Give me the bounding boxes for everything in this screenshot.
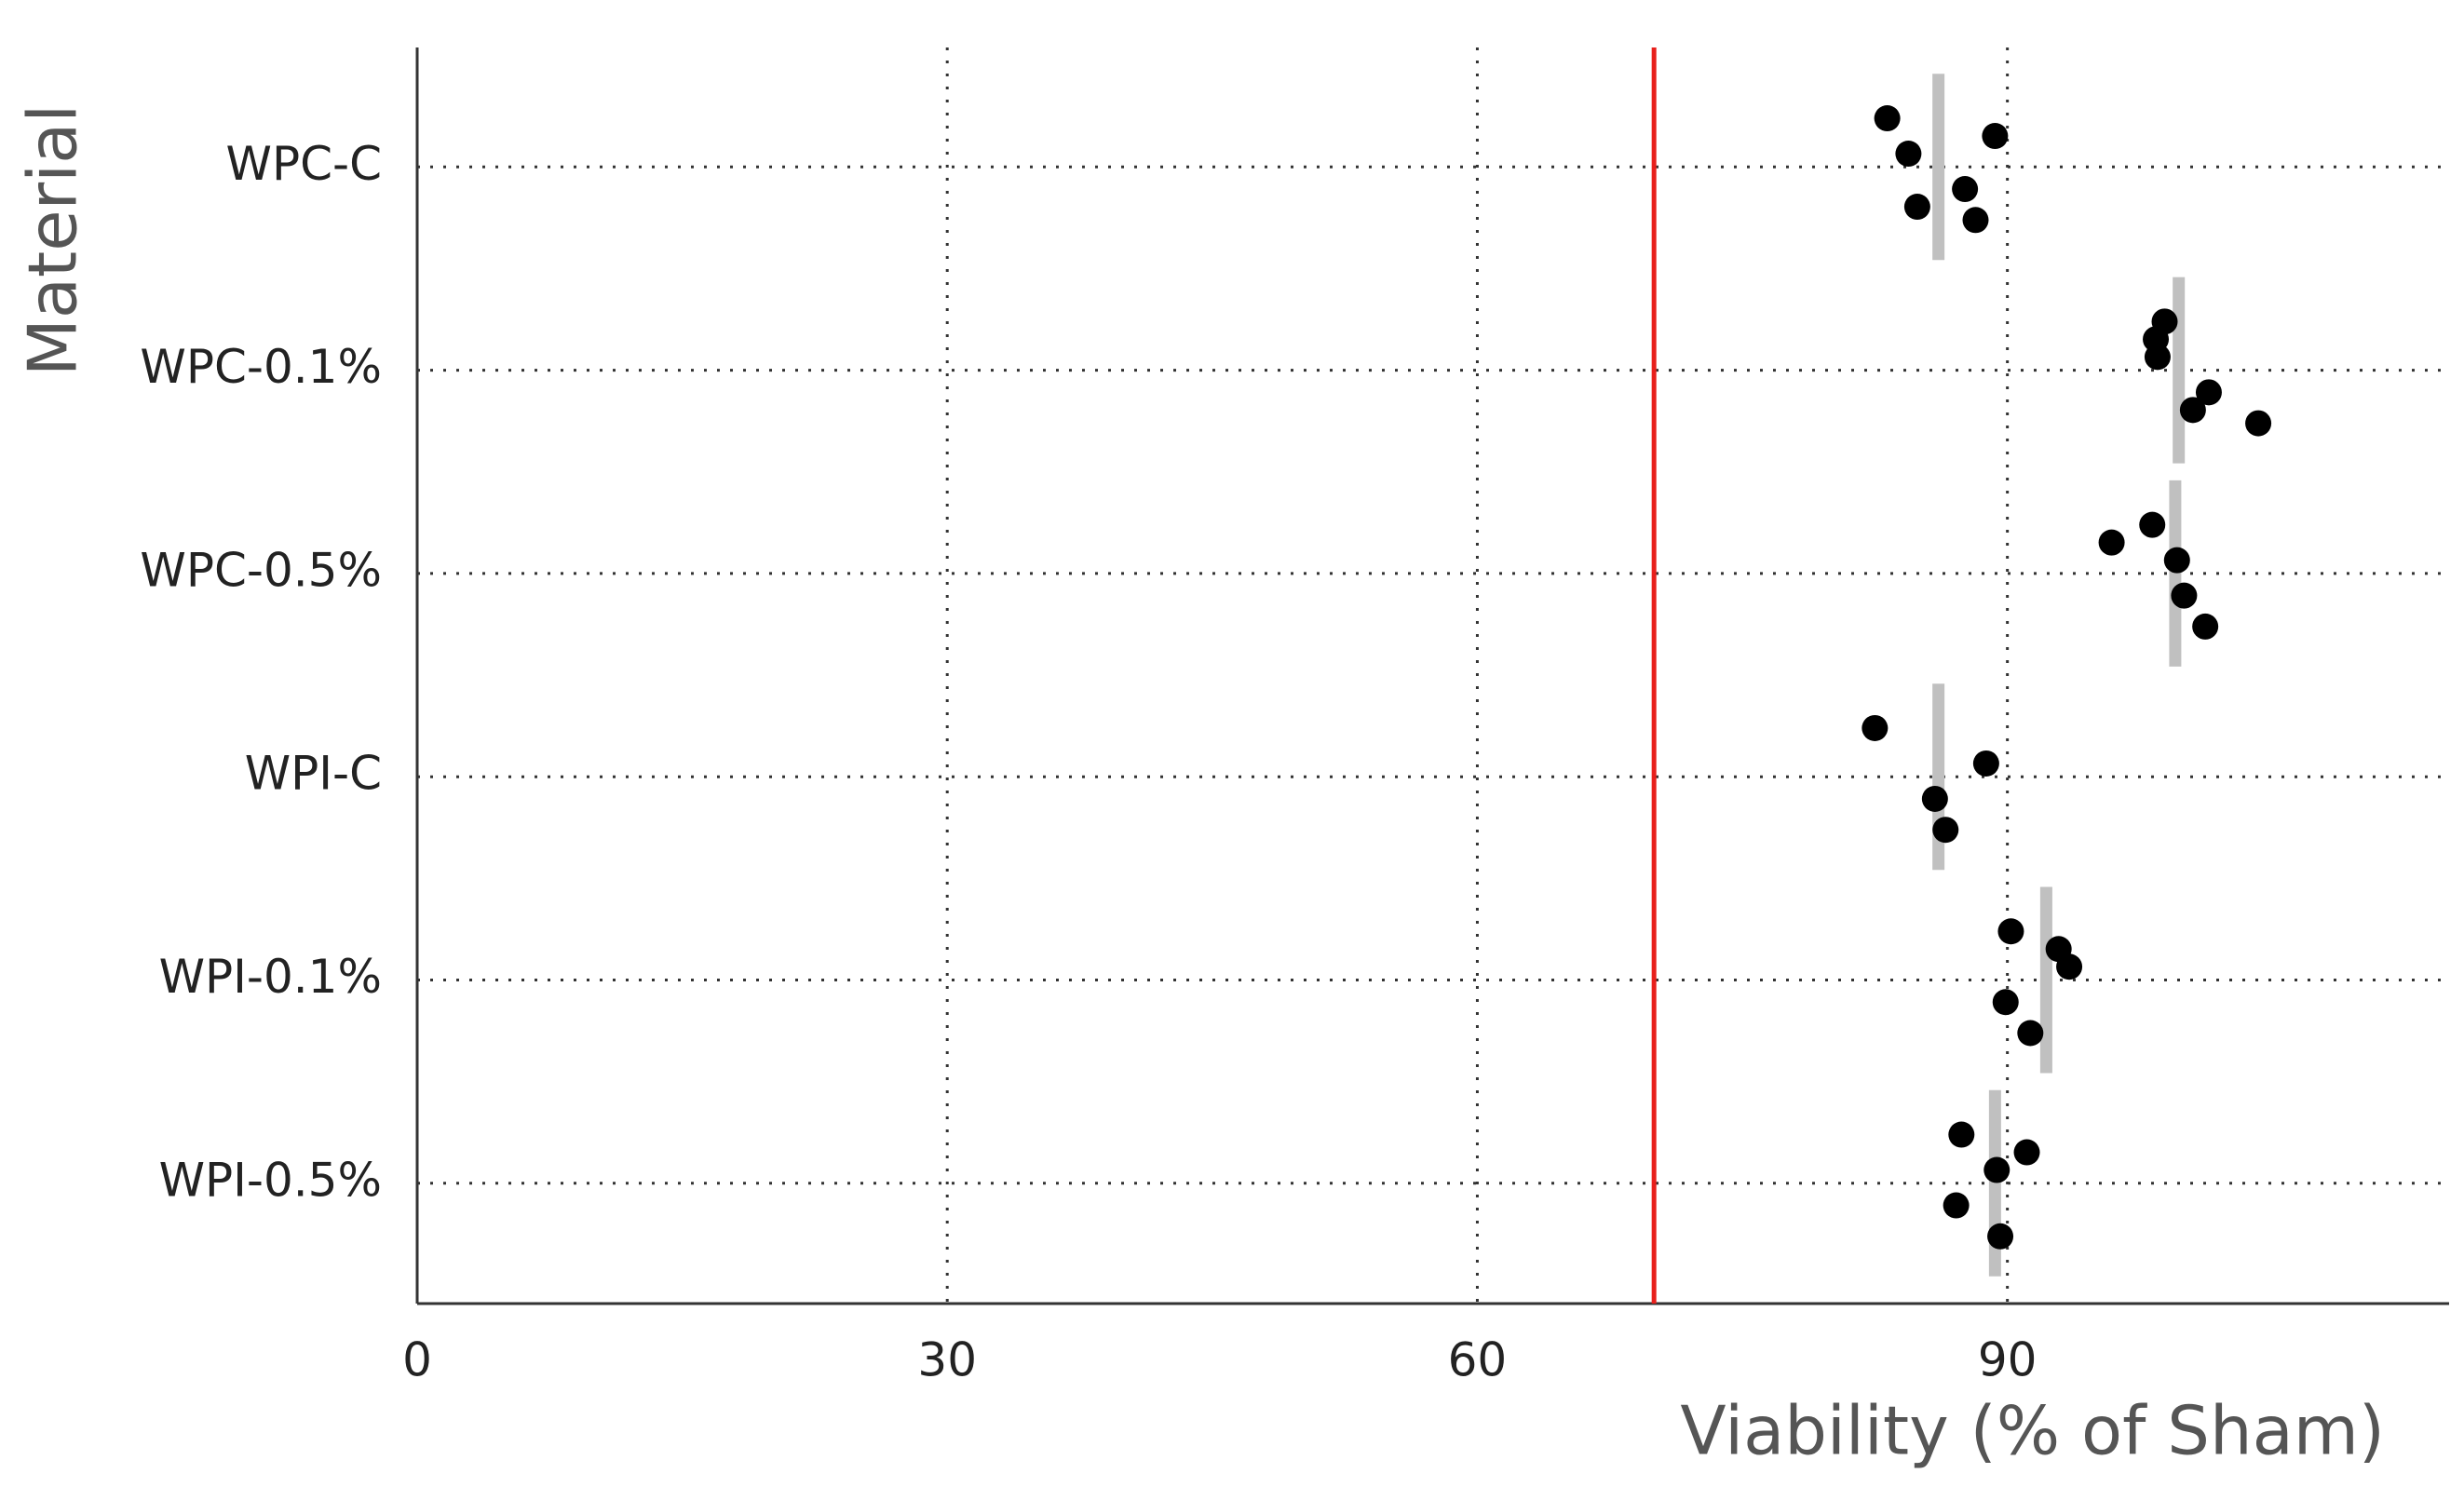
data-point — [1921, 785, 1948, 812]
data-point — [1992, 989, 2019, 1016]
data-point — [2017, 1020, 2044, 1047]
y-tick-label: WPI-C — [245, 747, 382, 801]
data-point — [2098, 529, 2125, 556]
data-point — [1972, 750, 1999, 777]
data-point — [2192, 613, 2219, 640]
data-point — [2045, 936, 2072, 963]
data-point — [1983, 1156, 2010, 1183]
data-point — [2179, 397, 2206, 424]
y-tick-label: WPC-C — [226, 137, 382, 191]
x-tick-label: 0 — [402, 1333, 432, 1387]
data-point — [1997, 918, 2024, 945]
x-axis-title: Viability (% of Sham) — [1680, 1392, 2385, 1470]
y-tick-label: WPI-0.1% — [159, 950, 382, 1004]
x-tick-label: 60 — [1448, 1333, 1508, 1387]
data-point — [1903, 194, 1930, 221]
data-point — [2013, 1139, 2040, 1166]
x-tick-label: 90 — [1978, 1333, 2038, 1387]
data-point — [1862, 714, 1889, 741]
y-tick-label: WPC-0.5% — [140, 543, 382, 597]
data-point — [1987, 1223, 2014, 1250]
data-point — [1874, 105, 1901, 132]
y-tick-label: WPI-0.5% — [159, 1153, 382, 1207]
data-point — [1932, 817, 1959, 844]
data-point — [2143, 326, 2170, 353]
data-point — [2195, 379, 2222, 406]
data-point — [1895, 141, 1922, 168]
data-point — [1943, 1192, 1970, 1219]
data-point — [2171, 582, 2198, 609]
data-point — [2245, 410, 2272, 437]
data-point — [1948, 1121, 1975, 1148]
y-axis-title: Material — [14, 104, 92, 377]
data-point — [1982, 123, 2009, 150]
data-point — [2139, 511, 2166, 538]
y-tick-label: WPC-0.1% — [140, 340, 382, 394]
data-point — [1952, 176, 1979, 203]
data-point — [2163, 547, 2190, 574]
x-tick-label: 30 — [917, 1333, 977, 1387]
data-point — [1962, 207, 1989, 234]
